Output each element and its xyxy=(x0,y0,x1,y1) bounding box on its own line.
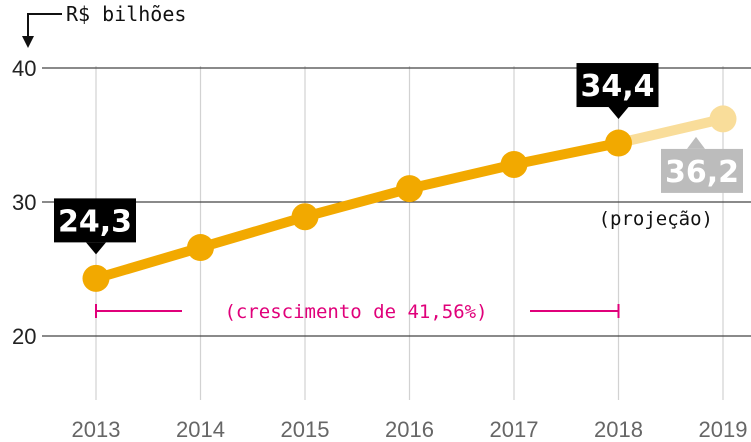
data-point xyxy=(291,203,319,231)
y-tick-label: 40 xyxy=(12,56,36,81)
callout-box xyxy=(54,198,136,243)
arrow-icon xyxy=(27,13,62,40)
data-point xyxy=(82,264,110,292)
callout-pointer xyxy=(86,242,106,255)
data-point xyxy=(187,234,214,262)
series-line-projection xyxy=(613,113,728,149)
callout-box xyxy=(661,148,743,193)
data-point xyxy=(605,129,632,157)
y-axis-ticks: 40 30 20 xyxy=(12,56,36,349)
x-axis-ticks: 2013 2014 2015 2016 2017 2018 2019 xyxy=(72,417,748,442)
horizontal-gridlines xyxy=(42,67,751,337)
callout-value: 36,2 xyxy=(665,155,739,190)
series-line-actual xyxy=(91,138,624,284)
projection-label: (projeção) xyxy=(599,208,713,230)
x-tick-label: 2018 xyxy=(594,417,643,442)
callout-value: 34,4 xyxy=(580,69,654,104)
unit-indicator: R$ bilhões xyxy=(22,2,186,48)
data-point xyxy=(500,150,528,178)
x-tick-label: 2016 xyxy=(385,417,434,442)
callout-pointer xyxy=(608,107,629,120)
vertical-gridlines xyxy=(95,66,724,400)
series-points xyxy=(82,105,737,292)
x-tick-label: 2014 xyxy=(176,417,225,442)
y-tick-label: 30 xyxy=(12,190,36,215)
unit-label: R$ bilhões xyxy=(66,2,186,26)
x-tick-label: 2017 xyxy=(490,417,539,442)
data-point xyxy=(396,175,423,203)
y-tick-label: 20 xyxy=(12,324,36,349)
arrow-head-icon xyxy=(22,36,34,48)
x-tick-label: 2013 xyxy=(72,417,121,442)
growth-annotation-label: (crescimento de 41,56%) xyxy=(224,301,487,323)
growth-annotation: (crescimento de 41,56%) xyxy=(95,301,620,323)
callout-value: 24,3 xyxy=(58,204,132,239)
callout-box xyxy=(576,63,659,108)
x-tick-label: 2015 xyxy=(281,417,330,442)
callout-pointer xyxy=(687,136,705,149)
value-callouts: 24,3 34,4 36,2 (projeção) xyxy=(54,63,743,255)
data-point-projected xyxy=(709,105,737,133)
series-lines xyxy=(91,113,728,284)
x-tick-label: 2019 xyxy=(699,417,748,442)
